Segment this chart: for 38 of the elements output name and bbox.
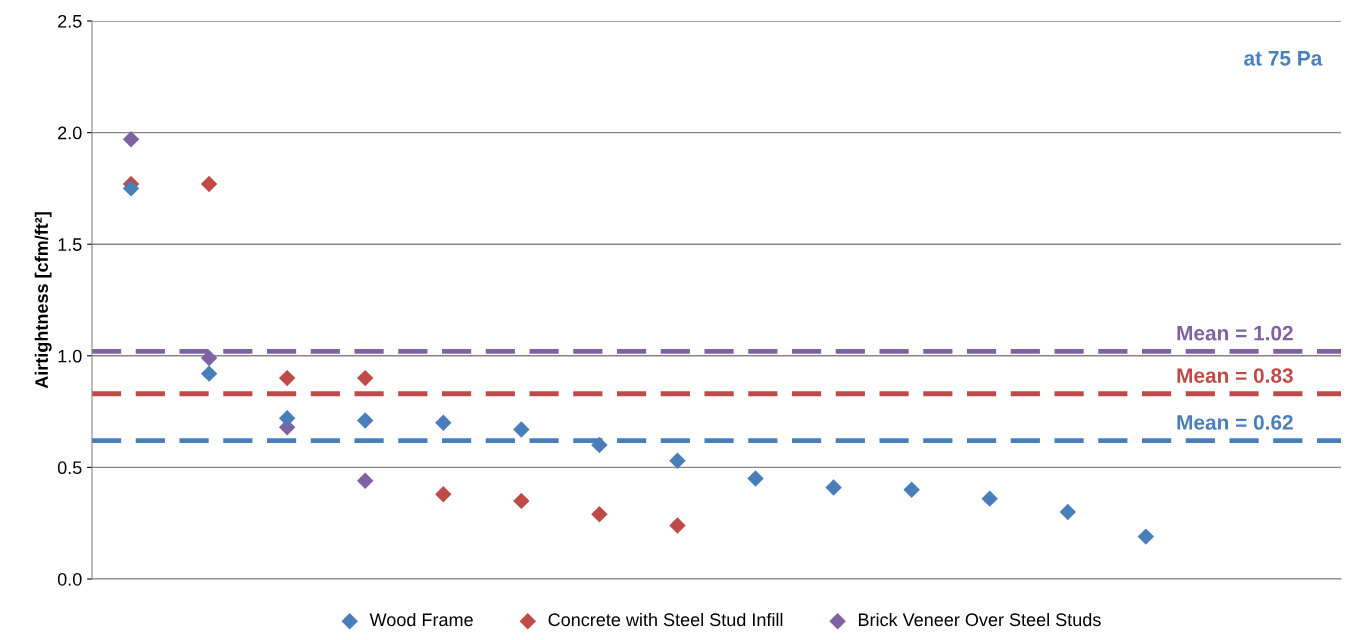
ref-line-label: Mean = 1.02 [1177,325,1293,341]
point [357,369,374,387]
point [981,490,998,507]
point [200,349,218,367]
ref-line-label: Mean = 0.62 [1177,415,1293,430]
point [200,175,218,193]
point [669,517,686,534]
point [200,365,218,382]
point [122,180,140,197]
legend-label: Wood Frame [369,612,473,627]
point [591,436,608,454]
legend-label: Brick Veneer Over Steel Studs [858,612,1101,627]
point [1059,503,1076,521]
point [669,452,686,469]
point [903,481,920,498]
y-tick-label: 0.5 [57,461,82,475]
point [357,472,374,490]
y-tick-label: 1.5 [58,238,82,251]
point [513,421,530,438]
legend-label: Concrete with Steel Stud Infill [548,612,783,627]
point [825,479,842,496]
y-tick-label: 2.0 [58,126,82,140]
point [278,410,296,427]
point [435,414,452,431]
point [435,485,452,503]
y-tick-label: 0.0 [57,572,82,586]
point [591,506,608,523]
annotation: at 75 Pa [1244,51,1323,66]
point [513,492,530,510]
point [357,412,374,429]
point [278,369,296,387]
y-tick-label: 2.5 [58,14,82,28]
point [122,131,140,148]
point [747,470,764,487]
y-tick-label: 1.0 [58,349,82,363]
point [1137,528,1155,545]
y-axis-title: Airtightness [cfm/ft²] [34,212,52,389]
ref-line-label: Mean = 0.83 [1177,368,1293,383]
